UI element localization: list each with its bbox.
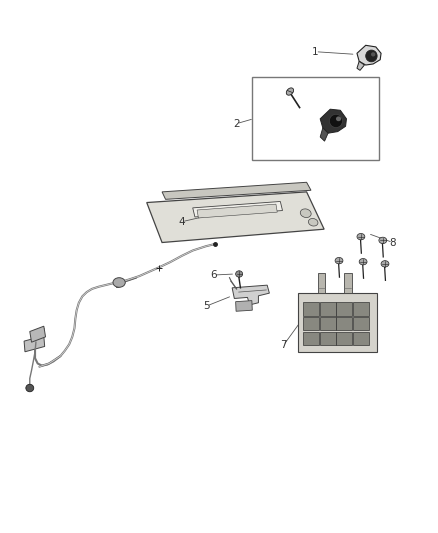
Polygon shape	[320, 109, 346, 133]
Bar	[298, 293, 377, 352]
Polygon shape	[162, 182, 311, 199]
Ellipse shape	[300, 209, 311, 217]
Text: 1: 1	[312, 47, 319, 56]
Bar	[303, 332, 319, 345]
Bar	[353, 332, 369, 345]
Polygon shape	[147, 192, 324, 243]
Ellipse shape	[308, 219, 318, 226]
Polygon shape	[357, 45, 381, 65]
Bar	[303, 302, 319, 316]
Ellipse shape	[371, 52, 375, 56]
Bar	[320, 302, 336, 316]
Ellipse shape	[26, 384, 34, 392]
Bar	[252, 77, 379, 160]
Bar	[353, 317, 369, 330]
Bar	[336, 302, 352, 316]
Bar	[336, 317, 352, 330]
Ellipse shape	[357, 233, 365, 240]
Polygon shape	[193, 201, 283, 217]
Bar	[353, 302, 369, 316]
Ellipse shape	[286, 88, 293, 95]
Polygon shape	[30, 326, 46, 342]
Text: 5: 5	[203, 301, 210, 311]
Text: 4: 4	[178, 217, 185, 227]
Bar	[336, 332, 352, 345]
Ellipse shape	[329, 114, 343, 127]
Bar	[344, 273, 352, 293]
Bar	[320, 332, 336, 345]
Text: 6: 6	[210, 270, 217, 280]
Polygon shape	[197, 204, 277, 218]
Polygon shape	[24, 336, 45, 352]
Text: 2: 2	[233, 119, 240, 128]
Ellipse shape	[379, 237, 387, 244]
Ellipse shape	[236, 271, 243, 277]
Polygon shape	[357, 61, 364, 70]
Bar	[320, 317, 336, 330]
Text: 8: 8	[389, 238, 396, 247]
Bar	[303, 317, 319, 330]
Text: 7: 7	[280, 341, 287, 350]
Bar	[318, 273, 325, 293]
Polygon shape	[232, 285, 269, 305]
Text: 9: 9	[114, 280, 121, 289]
Text: 3: 3	[362, 108, 369, 118]
Ellipse shape	[381, 261, 389, 267]
Ellipse shape	[336, 116, 341, 121]
Ellipse shape	[335, 257, 343, 264]
Ellipse shape	[366, 50, 377, 62]
Polygon shape	[236, 301, 252, 311]
Polygon shape	[320, 128, 328, 141]
Ellipse shape	[359, 259, 367, 265]
Ellipse shape	[113, 278, 125, 287]
